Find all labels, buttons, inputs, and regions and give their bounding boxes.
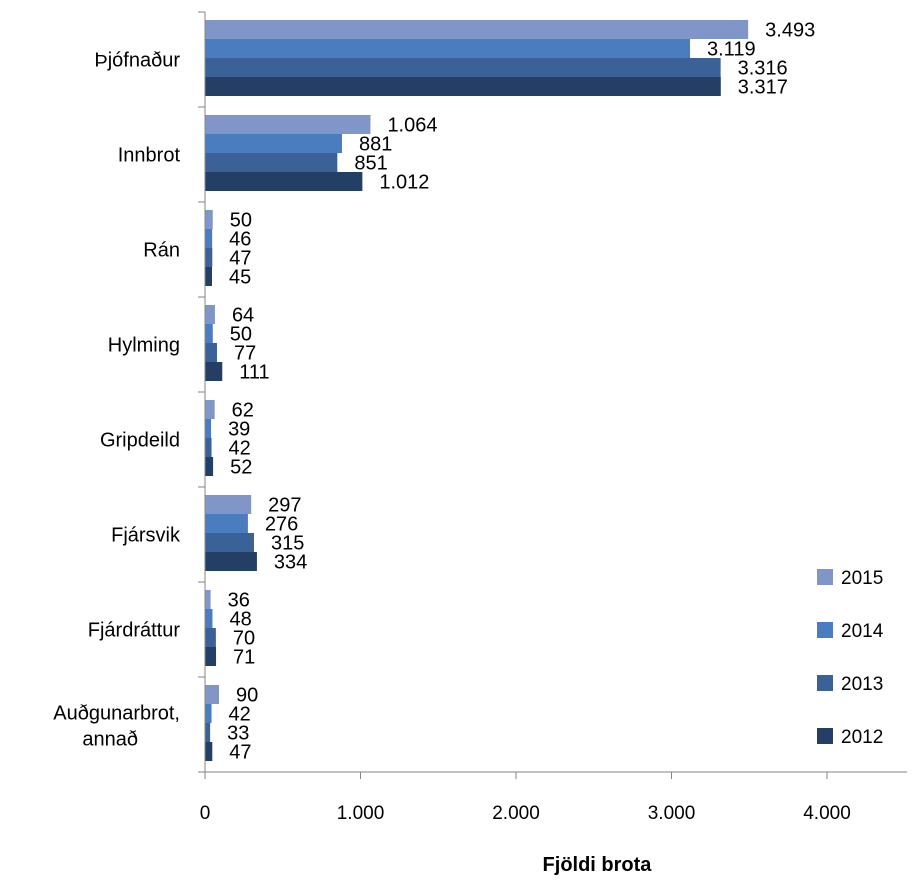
legend: 2015 2014 2013 2012 [817,568,884,748]
bar-2013-2 [205,248,213,267]
bar-2014-7 [205,704,212,723]
bar-2012-3 [205,362,223,381]
x-tick-label-4: 4.000 [803,803,851,824]
category-label-2: Rán [143,240,180,262]
data-label-2015-5: 297 [268,495,301,517]
legend-label-2012: 2012 [841,727,883,748]
data-label-2014-3: 50 [230,324,252,346]
data-label-2013-4: 42 [229,438,251,460]
bar-2015-3 [205,305,215,324]
data-label-2014-6: 48 [229,609,251,631]
data-label-2013-3: 77 [234,343,256,365]
bar-2014-4 [205,419,212,438]
data-label-2015-4: 62 [232,400,254,422]
bar-2015-4 [205,400,215,419]
data-label-2015-0: 3.493 [765,20,815,42]
bar-2014-3 [205,324,213,343]
legend-swatch-2013 [817,675,833,691]
bar-2015-0 [205,20,749,39]
data-label-2012-5: 334 [274,552,307,574]
data-label-2013-1: 851 [354,153,387,175]
x-tick-label-1: 1.000 [337,803,385,824]
data-label-2015-6: 36 [228,590,250,612]
bar-2013-5 [205,533,254,552]
data-label-2015-7: 90 [236,685,258,707]
data-label-2012-3: 111 [239,362,269,384]
category-label-5: Fjársvik [111,525,181,547]
category-label-3: Hylming [108,335,180,357]
bar-2015-6 [205,590,211,609]
data-label-2012-7: 47 [229,742,251,764]
data-label-2013-5: 315 [271,533,304,555]
bar-2015-5 [205,495,252,514]
bar-2013-3 [205,343,217,362]
data-labels-group: 3.4933.1193.3163.3171.0648818511.0125046… [227,20,815,764]
data-label-2015-2: 50 [230,210,252,232]
data-label-2012-2: 45 [229,267,251,289]
bar-2014-2 [205,229,213,248]
bar-2014-6 [205,609,213,628]
data-label-2014-7: 42 [229,704,251,726]
bar-2015-7 [205,685,219,704]
x-tick-label-3: 3.000 [648,803,696,824]
data-label-2012-6: 71 [233,647,255,669]
legend-label-2013: 2013 [841,674,883,695]
bar-2013-0 [205,58,721,77]
legend-label-2014: 2014 [841,621,884,642]
bar-2013-6 [205,628,216,647]
axes-group: Þjófnaður Innbrot Rán Hylming Gripdeild Fjárs… [53,11,907,824]
bar-2015-1 [205,115,371,134]
category-label-6: Fjárdráttur [88,620,181,642]
data-label-2013-7: 33 [227,723,249,745]
x-tick-label-2: 2.000 [492,803,540,824]
bar-2014-1 [205,134,342,153]
data-label-2014-5: 276 [265,514,298,536]
bar-2012-5 [205,552,257,571]
data-label-2015-3: 64 [232,305,254,327]
bar-2012-1 [205,172,363,191]
data-label-2014-4: 39 [228,419,250,441]
legend-swatch-2014 [817,622,833,638]
bar-2012-2 [205,267,212,286]
x-axis-title: Fjöldi brota [543,854,653,876]
category-label-1: Innbrot [118,145,181,167]
legend-label-2015: 2015 [841,568,883,589]
bar-2014-5 [205,514,248,533]
bar-2012-6 [205,647,217,666]
data-label-2012-1: 1.012 [379,172,429,194]
data-label-2013-6: 70 [233,628,255,650]
data-label-2013-0: 3.316 [738,58,788,80]
bar-2013-1 [205,153,338,172]
bars-group [205,20,749,761]
category-label-0: Þjófnaður [94,50,180,72]
data-label-2012-0: 3.317 [738,77,788,99]
bar-2012-7 [205,742,213,761]
data-label-2014-1: 881 [359,134,392,156]
bar-2014-0 [205,39,691,58]
x-tick-label-0: 0 [200,803,211,824]
legend-swatch-2012 [817,728,833,744]
bar-2012-4 [205,457,214,476]
legend-swatch-2015 [817,569,833,585]
data-label-2013-2: 47 [229,248,251,270]
bar-2013-7 [205,723,211,742]
data-label-2015-1: 1.064 [387,115,437,137]
data-label-2014-0: 3.119 [707,39,756,61]
category-label-7: Auðgunarbrot, annað [53,703,180,751]
bar-2012-0 [205,77,721,96]
data-label-2012-4: 52 [230,457,252,479]
bar-2013-4 [205,438,212,457]
data-label-2014-2: 46 [229,229,251,251]
bar-2015-2 [205,210,213,229]
category-label-4: Gripdeild [100,430,180,452]
